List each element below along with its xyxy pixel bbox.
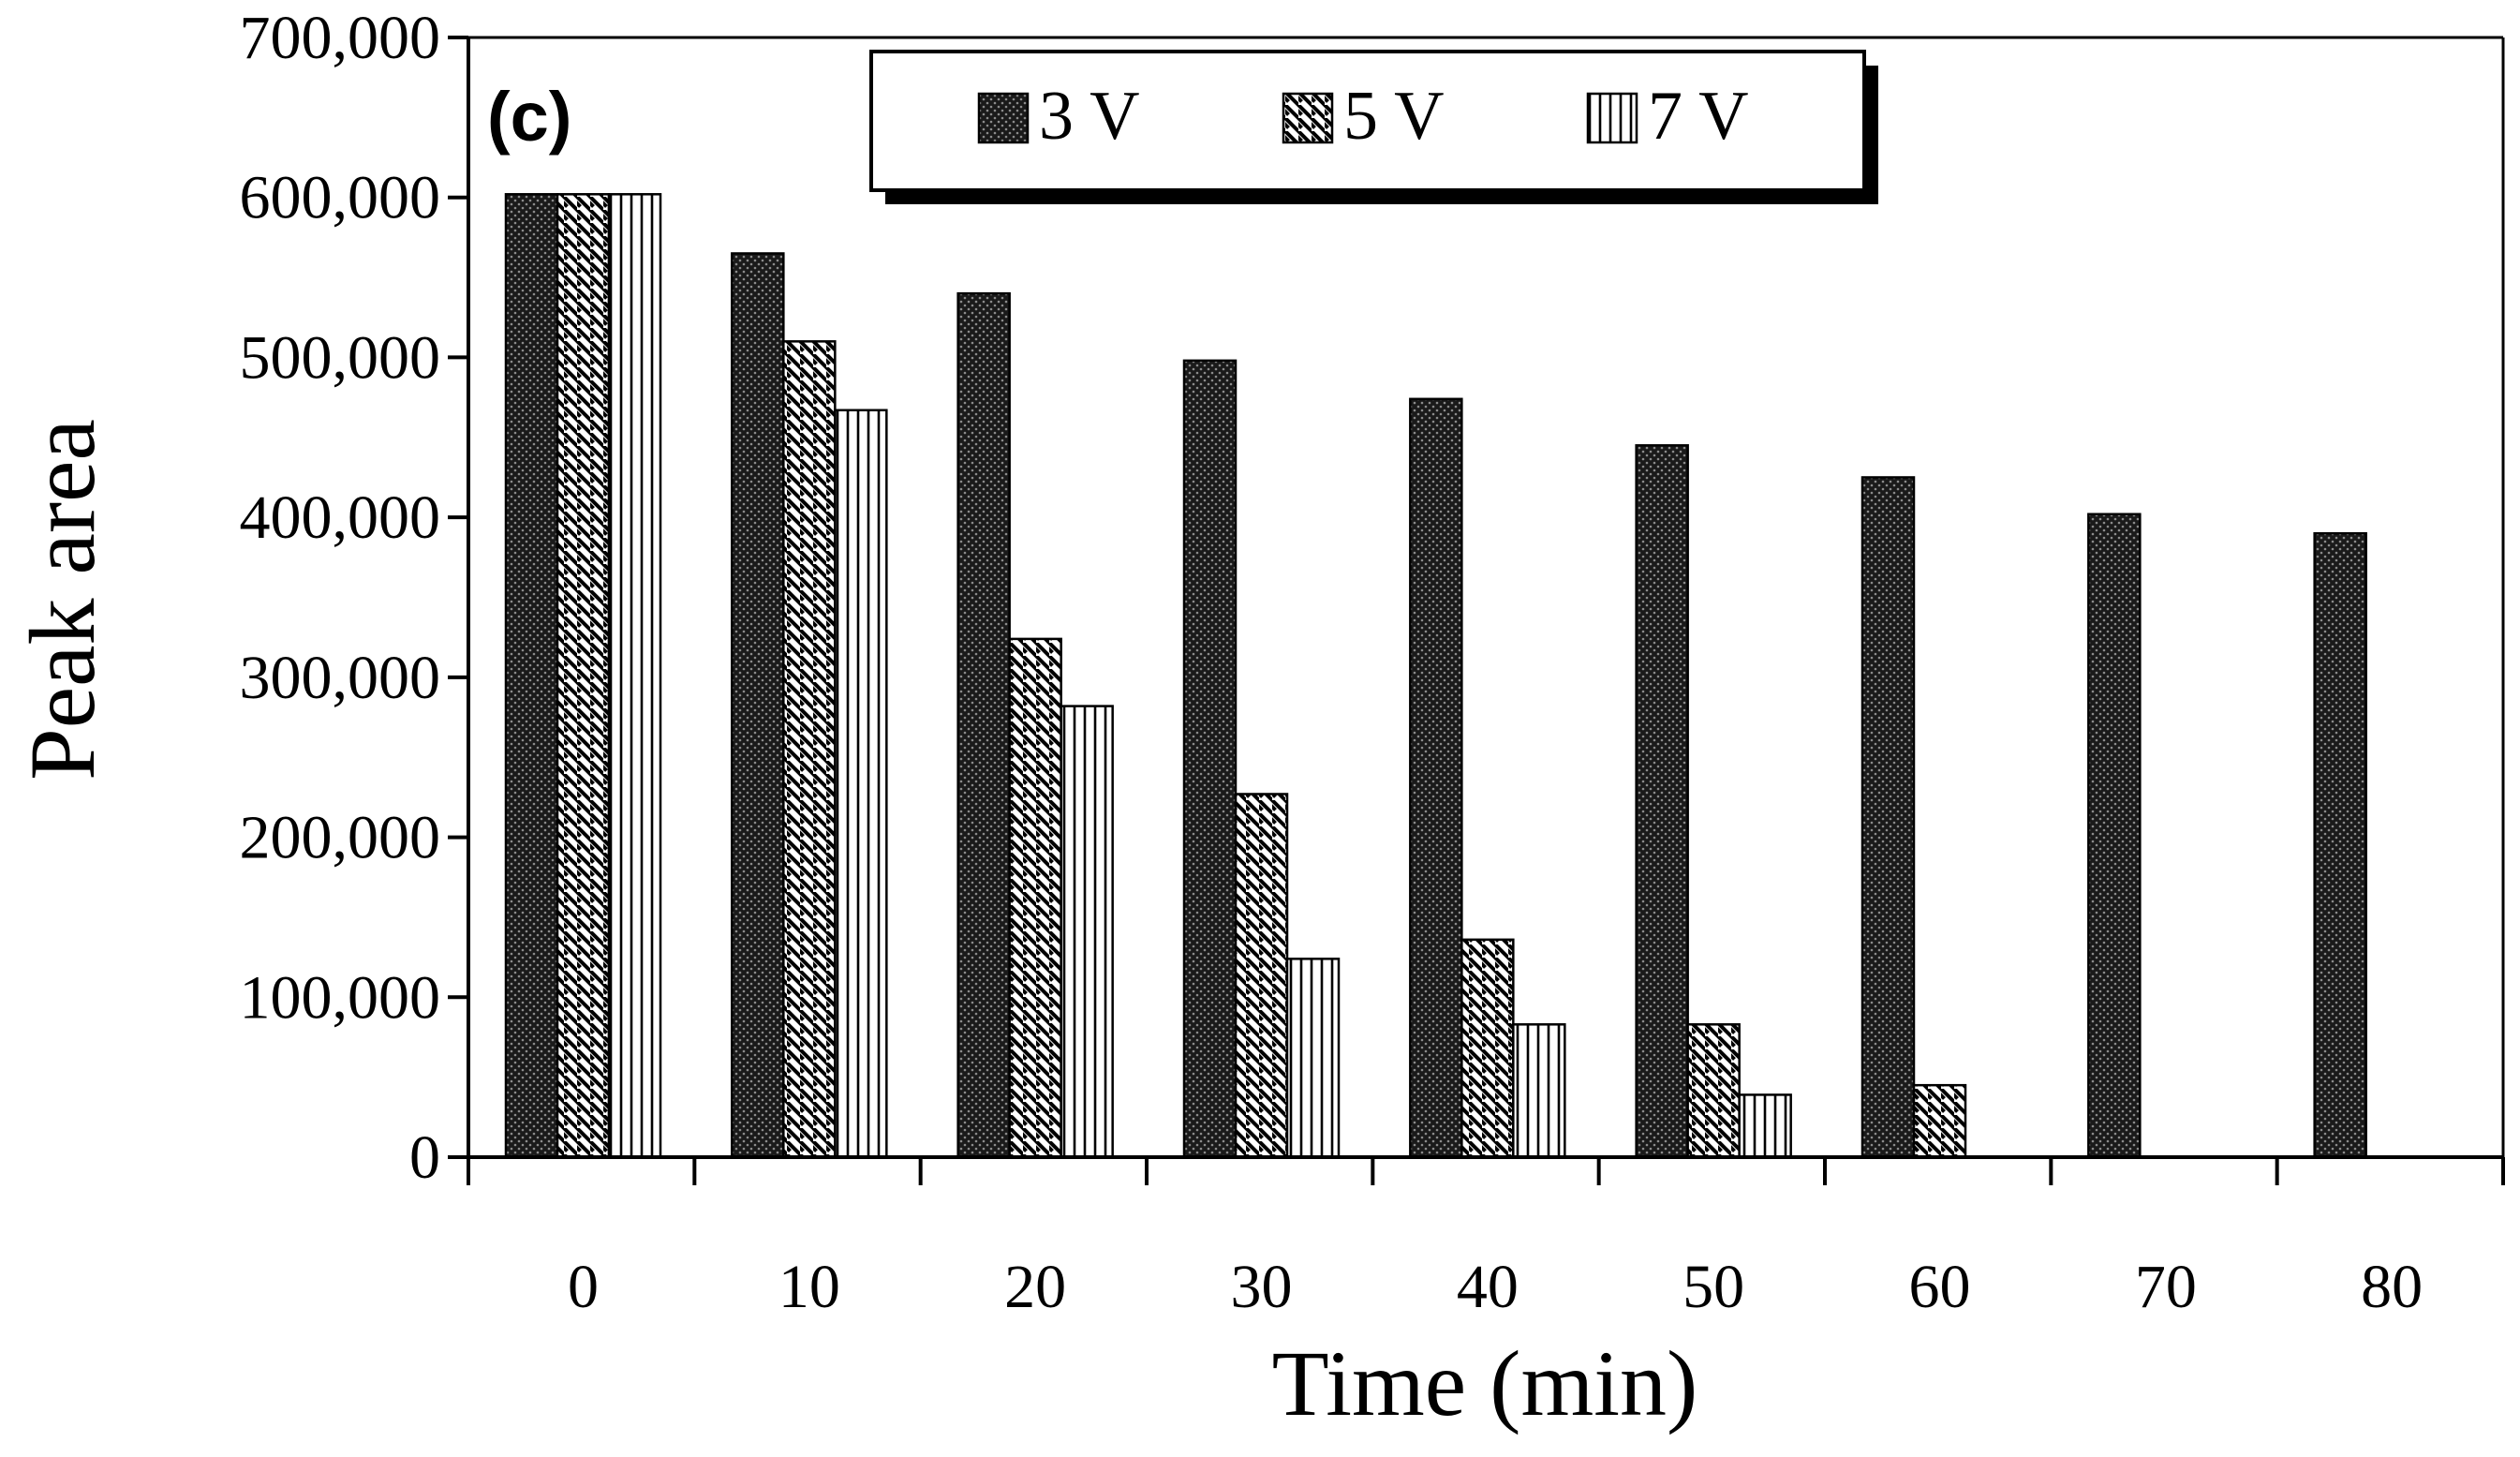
bar-7v-t40 (1512, 1023, 1566, 1159)
bar-3v-t60 (1860, 476, 1916, 1159)
y-axis-ticks: 0 100,000 200,000 300,000 400,000 500,000 600,… (240, 4, 468, 1192)
legend-label: 5 V (1343, 78, 1445, 155)
bar-5v-t60 (1912, 1083, 1967, 1159)
bar-7v-t50 (1738, 1093, 1792, 1159)
legend-swatch (1586, 92, 1638, 144)
x-tick-label: 80 (2361, 1253, 2423, 1321)
bar-3v-t30 (1182, 359, 1238, 1159)
bar-7v-t30 (1285, 958, 1341, 1159)
x-axis-title: Time (min) (1272, 1331, 1698, 1435)
bar-5v-t50 (1686, 1023, 1741, 1159)
legend-box (869, 50, 1866, 192)
legend-swatch (1282, 92, 1334, 144)
y-tick-label: 700,000 (240, 4, 441, 72)
bar-7v-t20 (1060, 705, 1114, 1159)
legend-label: 7 V (1648, 78, 1749, 155)
x-tick-label: 40 (1457, 1253, 1519, 1321)
bar-3v-t40 (1409, 397, 1463, 1159)
bar-3v-t70 (2087, 513, 2142, 1159)
bar-5v-t0 (556, 193, 611, 1159)
bar-3v-t80 (2313, 531, 2367, 1159)
y-tick-label: 600,000 (240, 164, 441, 232)
x-tick-label: 60 (1909, 1253, 1971, 1321)
x-tick-label: 30 (1231, 1253, 1293, 1321)
y-tick-label: 200,000 (240, 804, 441, 872)
x-tick-label: 70 (2135, 1253, 2197, 1321)
bars-layer (504, 193, 2367, 1159)
legend: 3 V 5 V 7 V (869, 50, 1878, 204)
x-tick-label: 10 (778, 1253, 840, 1321)
y-axis-title: Peak area (10, 419, 114, 781)
x-tick-label: 50 (1682, 1253, 1744, 1321)
x-axis-ticks: 0 10 20 30 40 50 60 70 80 (467, 1157, 2505, 1321)
x-tick-label: 0 (568, 1253, 599, 1321)
panel-label: (c) (487, 78, 571, 156)
x-tick-label: 20 (1004, 1253, 1066, 1321)
bar-3v-t10 (731, 252, 785, 1159)
bar-5v-t20 (1008, 637, 1062, 1159)
y-tick-label: 500,000 (240, 323, 441, 392)
bar-3v-t0 (504, 193, 559, 1159)
bar-3v-t50 (1635, 444, 1689, 1159)
legend-swatch (977, 92, 1030, 144)
bar-5v-t40 (1460, 938, 1515, 1159)
bar-7v-t10 (834, 409, 888, 1159)
y-tick-label: 100,000 (240, 963, 441, 1032)
bar-3v-t20 (956, 291, 1011, 1159)
y-tick-label: 300,000 (240, 644, 441, 712)
y-tick-label: 400,000 (240, 483, 441, 552)
bar-5v-t30 (1234, 793, 1289, 1159)
bar-7v-t0 (607, 193, 662, 1159)
legend-label: 3 V (1039, 78, 1140, 155)
bar-5v-t10 (782, 340, 837, 1159)
y-tick-label: 0 (409, 1123, 440, 1192)
